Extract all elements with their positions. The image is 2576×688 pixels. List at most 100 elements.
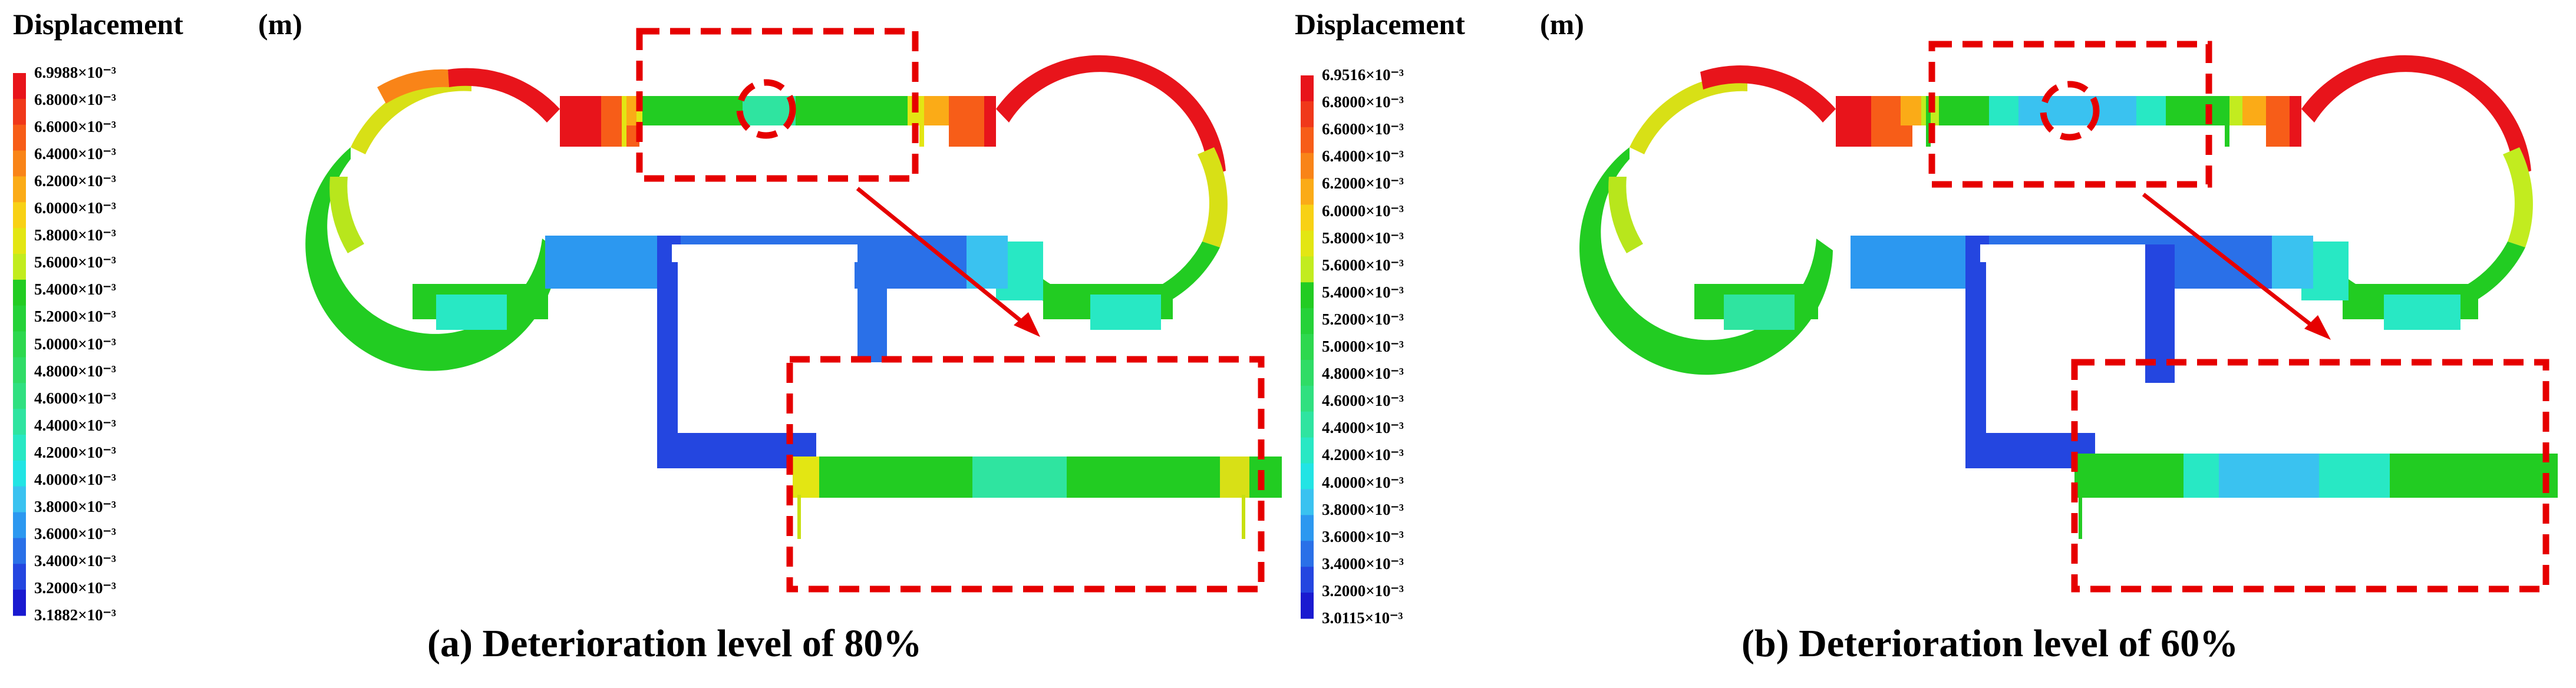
legend-tick-label: 4.6000×10⁻³ xyxy=(1322,392,1404,410)
legend-tick-label: 4.0000×10⁻³ xyxy=(1322,473,1404,491)
contour-plot xyxy=(13,28,1282,616)
legend-band xyxy=(1301,308,1314,335)
legend-band xyxy=(1301,256,1314,283)
legend-tick-label: 4.4000×10⁻³ xyxy=(1322,419,1404,437)
legend-tick-label: 3.1882×10⁻³ xyxy=(34,606,116,624)
legend-tick-label: 4.8000×10⁻³ xyxy=(1322,365,1404,383)
middle-corridor xyxy=(545,236,1008,468)
left-tunnel-ring xyxy=(305,68,560,371)
top-slab xyxy=(1836,96,2301,147)
legend-tick-label: 3.2000×10⁻³ xyxy=(34,578,116,597)
legend-band xyxy=(13,124,26,151)
legend-tick-label: 5.6000×10⁻³ xyxy=(1322,256,1404,274)
legend-unit: (m) xyxy=(258,8,302,41)
legend-tick-label: 6.4000×10⁻³ xyxy=(1322,147,1404,166)
legend-band xyxy=(1301,178,1314,206)
caption: (b) Deterioration level of 60% xyxy=(1741,622,2239,665)
legend-title: Displacement xyxy=(13,8,183,41)
legend-tick-label: 3.4000×10⁻³ xyxy=(34,551,116,570)
highlight-circle xyxy=(2040,81,2100,141)
highlight-box-top xyxy=(1928,41,2212,188)
zoom-inset xyxy=(2074,433,2558,539)
top-slab xyxy=(560,96,996,147)
legend-tick-label: 4.4000×10⁻³ xyxy=(34,416,116,434)
legend-tick-label: 3.4000×10⁻³ xyxy=(1322,554,1404,573)
legend-band xyxy=(13,357,26,383)
legend-tick-label: 6.2000×10⁻³ xyxy=(34,172,116,190)
legend-tick-label: 6.2000×10⁻³ xyxy=(1322,174,1404,193)
legend-tick-label: 5.4000×10⁻³ xyxy=(1322,283,1404,301)
legend-tick-label: 5.8000×10⁻³ xyxy=(34,226,116,244)
right-tunnel-ring xyxy=(996,55,1228,330)
legend-band xyxy=(13,564,26,590)
legend-band xyxy=(1301,153,1314,180)
legend-band xyxy=(13,435,26,461)
annotations xyxy=(1928,41,2549,593)
panel-a: Displacement (m) xyxy=(13,8,1282,665)
legend-tick-label: 5.4000×10⁻³ xyxy=(34,280,116,299)
legend-band xyxy=(1301,593,1314,619)
legend-band xyxy=(1301,127,1314,154)
legend-band xyxy=(13,383,26,409)
legend-band xyxy=(1301,230,1314,257)
legend-band xyxy=(1301,282,1314,309)
legend-band xyxy=(13,73,26,100)
legend-band xyxy=(13,538,26,564)
arrow xyxy=(2142,193,2331,340)
legend-tick-label: 6.6000×10⁻³ xyxy=(34,118,116,136)
legend-unit: (m) xyxy=(1540,8,1584,41)
legend-tick-label: 6.9516×10⁻³ xyxy=(1322,66,1404,84)
legend-title: Displacement xyxy=(1295,8,1465,41)
legend-band xyxy=(13,279,26,306)
legend-tick-label: 4.0000×10⁻³ xyxy=(34,470,116,488)
legend-tick-label: 6.6000×10⁻³ xyxy=(1322,120,1404,138)
legend-tick-label: 6.4000×10⁻³ xyxy=(34,145,116,163)
legend-tick-label: 4.8000×10⁻³ xyxy=(34,362,116,380)
legend-tick-label: 4.6000×10⁻³ xyxy=(34,389,116,407)
legend-tick-label: 4.2000×10⁻³ xyxy=(34,443,116,461)
legend-band xyxy=(13,98,26,125)
legend-tick-label: 5.2000×10⁻³ xyxy=(1322,310,1404,328)
legend-band xyxy=(1301,334,1314,360)
legend-band xyxy=(13,150,26,177)
legend-band xyxy=(1301,515,1314,541)
annotations xyxy=(636,28,1265,593)
legend-band xyxy=(13,228,26,254)
legend-band xyxy=(1301,437,1314,464)
legend-tick-label: 4.2000×10⁻³ xyxy=(1322,446,1404,464)
legend-band xyxy=(13,512,26,538)
color-legend-bar xyxy=(1301,75,1314,619)
legend-tick-label: 3.8000×10⁻³ xyxy=(1322,500,1404,518)
legend-band xyxy=(13,590,26,616)
legend-tick-label: 6.0000×10⁻³ xyxy=(1322,201,1404,220)
legend-tick-label: 3.6000×10⁻³ xyxy=(34,524,116,543)
legend-band xyxy=(1301,541,1314,567)
legend-band xyxy=(13,176,26,203)
zoom-inset xyxy=(793,433,1282,539)
legend-band xyxy=(13,486,26,513)
contour-plot xyxy=(1301,41,2558,619)
zoom-box xyxy=(786,356,1265,593)
legend-tick-label: 6.0000×10⁻³ xyxy=(34,199,116,217)
legend-tick-label: 3.2000×10⁻³ xyxy=(1322,581,1404,600)
legend-band xyxy=(13,409,26,435)
legend-band xyxy=(13,202,26,229)
legend-band xyxy=(13,460,26,487)
legend-tick-label: 3.6000×10⁻³ xyxy=(1322,527,1404,545)
legend-band xyxy=(1301,463,1314,489)
legend-tick-label: 6.9988×10⁻³ xyxy=(34,64,116,81)
legend-tick-label: 3.8000×10⁻³ xyxy=(34,497,116,515)
color-legend-bar xyxy=(13,73,26,616)
legend-band xyxy=(1301,567,1314,593)
legend-tick-label: 5.6000×10⁻³ xyxy=(34,253,116,272)
panel-b: Displacement (m) xyxy=(1288,0,2575,688)
legend-band xyxy=(1301,75,1314,102)
highlight-circle xyxy=(736,79,796,139)
caption: (a) Deterioration level of 80% xyxy=(427,622,922,665)
legend-band xyxy=(13,305,26,332)
legend-band xyxy=(13,331,26,358)
legend-tick-label: 3.0115×10⁻³ xyxy=(1322,609,1403,627)
arrow xyxy=(856,187,1040,337)
right-tunnel-ring xyxy=(2301,55,2533,330)
legend-band xyxy=(1301,101,1314,128)
